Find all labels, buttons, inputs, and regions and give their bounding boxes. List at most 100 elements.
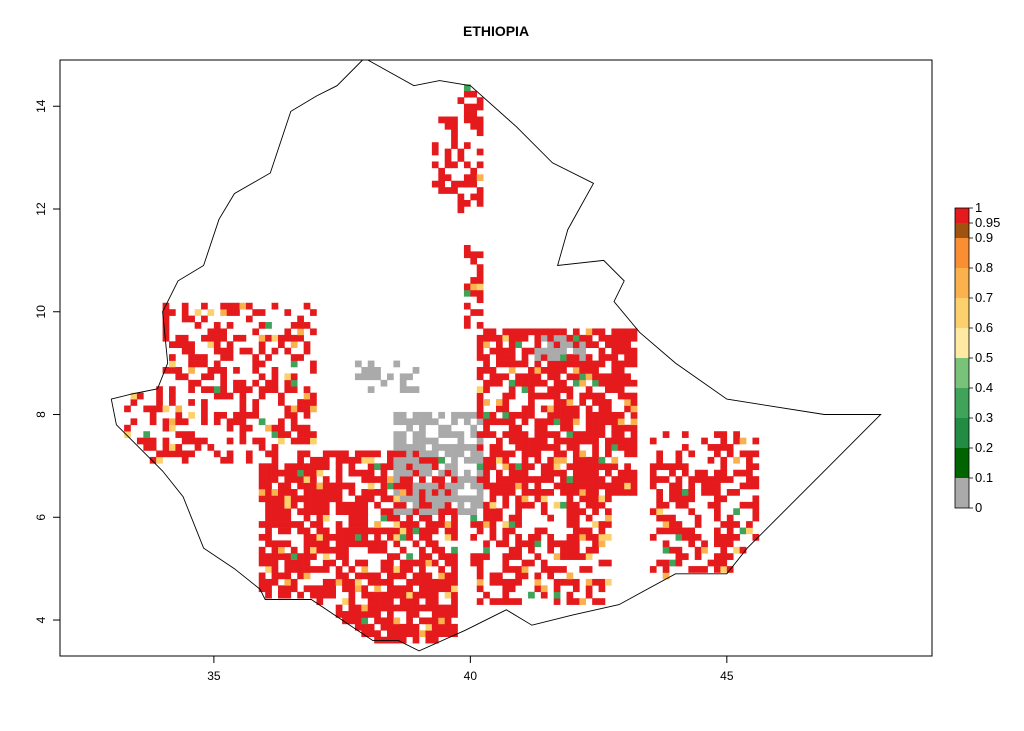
raster-cell xyxy=(476,559,484,567)
raster-cell xyxy=(399,559,407,567)
raster-cell xyxy=(496,437,503,445)
raster-cell xyxy=(521,360,529,368)
raster-cell xyxy=(694,553,702,560)
raster-cell xyxy=(521,328,529,336)
raster-cell xyxy=(322,559,330,567)
raster-cell xyxy=(393,527,401,535)
raster-cell xyxy=(617,328,625,336)
raster-cell xyxy=(419,617,426,625)
raster-cell xyxy=(194,354,202,361)
raster-cell xyxy=(361,591,369,599)
raster-cell xyxy=(348,611,356,618)
raster-cell xyxy=(592,328,599,336)
raster-cell xyxy=(239,386,247,393)
raster-cell xyxy=(476,161,484,169)
raster-cell xyxy=(258,559,266,567)
raster-cell xyxy=(169,309,176,316)
raster-layer xyxy=(124,84,760,644)
raster-cell xyxy=(515,572,522,580)
raster-cell xyxy=(675,456,683,464)
raster-cell xyxy=(528,386,535,393)
raster-cell xyxy=(688,482,696,490)
y-tick-label: 6 xyxy=(34,514,48,521)
raster-cell xyxy=(278,489,285,496)
raster-cell xyxy=(720,521,728,528)
raster-cell xyxy=(367,450,375,458)
raster-cell xyxy=(483,476,490,483)
raster-cell xyxy=(579,347,587,355)
raster-cell xyxy=(598,360,606,368)
raster-cell xyxy=(380,598,388,605)
raster-cell xyxy=(412,572,420,580)
raster-cell xyxy=(425,489,433,496)
raster-cell xyxy=(303,566,311,573)
raster-cell xyxy=(624,341,631,349)
raster-cell xyxy=(451,469,458,477)
raster-cell xyxy=(284,501,292,509)
raster-cell xyxy=(374,604,381,612)
raster-cell xyxy=(553,366,561,374)
raster-cell xyxy=(175,341,183,349)
raster-cell xyxy=(470,482,478,490)
raster-cell xyxy=(630,469,638,477)
raster-cell xyxy=(508,578,516,586)
legend-label: 0.6 xyxy=(975,320,993,335)
raster-cell xyxy=(387,591,394,599)
raster-cell xyxy=(592,495,599,503)
raster-cell xyxy=(726,527,734,535)
raster-cell xyxy=(496,489,503,496)
raster-cell xyxy=(534,341,542,349)
raster-cell xyxy=(515,424,522,432)
raster-cell xyxy=(406,482,413,490)
raster-cell xyxy=(592,373,599,381)
raster-cell xyxy=(649,469,657,477)
raster-cell xyxy=(425,617,433,625)
raster-cell xyxy=(348,527,356,535)
raster-cell xyxy=(598,463,606,471)
raster-cell xyxy=(521,411,529,419)
raster-cell xyxy=(431,591,439,599)
raster-cell xyxy=(470,180,478,188)
raster-cell xyxy=(278,514,285,522)
raster-cell xyxy=(515,482,522,490)
raster-cell xyxy=(502,456,510,464)
raster-cell xyxy=(470,424,478,432)
raster-cell xyxy=(669,521,676,528)
raster-cell xyxy=(592,418,599,426)
raster-cell xyxy=(515,360,522,368)
raster-cell xyxy=(688,489,696,496)
raster-cell xyxy=(348,566,356,573)
raster-cell xyxy=(681,553,689,560)
raster-cell xyxy=(508,437,516,445)
raster-cell xyxy=(681,501,689,509)
raster-cell xyxy=(329,546,336,554)
raster-cell xyxy=(489,366,497,374)
raster-cell xyxy=(701,540,708,548)
raster-cell xyxy=(502,591,510,599)
raster-cell xyxy=(380,476,388,483)
raster-cell xyxy=(534,578,542,586)
raster-cell xyxy=(752,514,760,522)
raster-cell xyxy=(534,489,542,496)
raster-cell xyxy=(387,456,394,464)
raster-cell xyxy=(476,456,484,464)
raster-cell xyxy=(393,623,401,631)
raster-cell xyxy=(284,521,292,528)
raster-cell xyxy=(322,591,330,599)
raster-cell xyxy=(605,386,612,393)
raster-cell xyxy=(733,431,740,438)
raster-cell xyxy=(354,623,362,631)
raster-cell xyxy=(290,489,298,496)
raster-cell xyxy=(431,630,439,638)
raster-cell xyxy=(162,328,170,336)
raster-cell xyxy=(361,559,369,567)
raster-cell xyxy=(733,508,740,515)
raster-cell xyxy=(489,495,497,503)
raster-cell xyxy=(265,482,272,490)
raster-cell xyxy=(649,533,657,541)
raster-cell xyxy=(399,418,407,426)
raster-cell xyxy=(297,424,304,432)
raster-cell xyxy=(393,495,401,503)
raster-cell xyxy=(560,553,567,560)
raster-cell xyxy=(547,405,554,413)
